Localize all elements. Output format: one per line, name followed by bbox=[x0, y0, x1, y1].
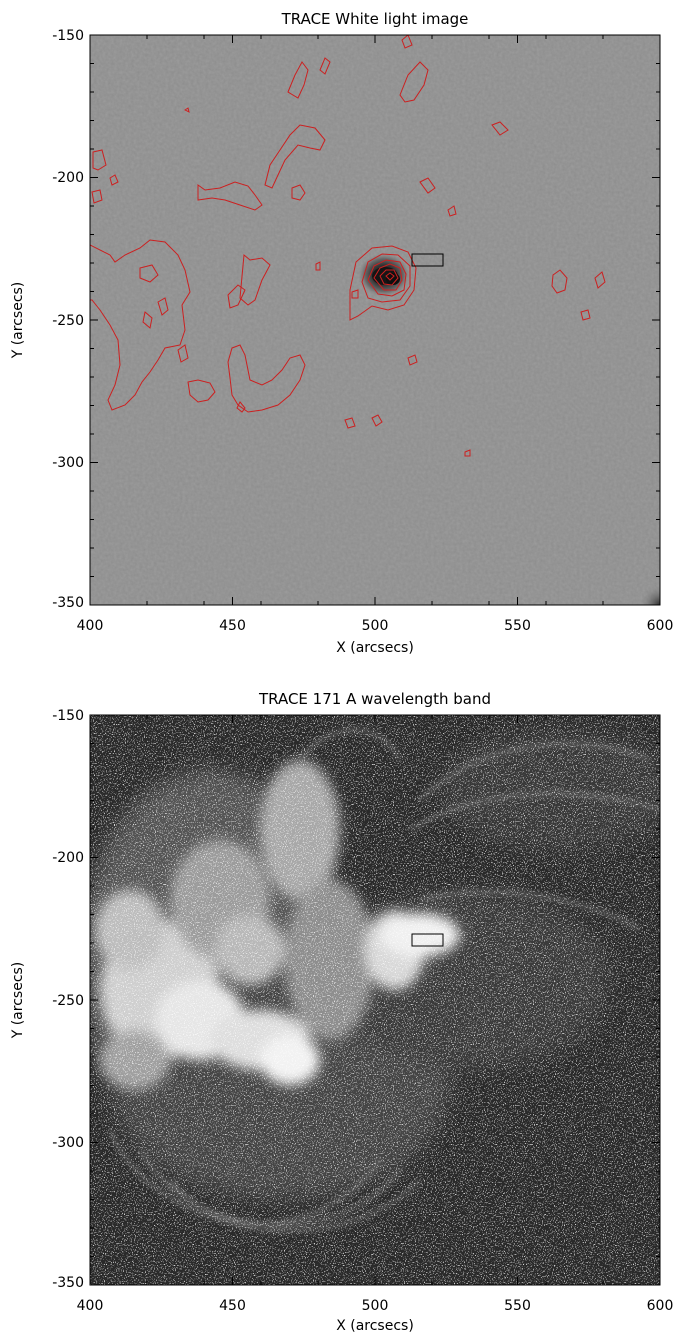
y-tick-label: -200 bbox=[52, 170, 84, 186]
x-tick-label: 450 bbox=[219, 1298, 246, 1314]
region-box bbox=[411, 933, 444, 947]
y-tick-label: -250 bbox=[52, 313, 84, 329]
x-tick-label: 600 bbox=[647, 1298, 674, 1314]
y-tick-label: -150 bbox=[52, 708, 84, 724]
x-tick-labels: 400 450 500 550 600 bbox=[77, 618, 674, 634]
x-axis-label: X (arcsecs) bbox=[336, 1318, 414, 1334]
x-tick-label: 550 bbox=[504, 618, 531, 634]
panel-title: TRACE 171 A wavelength band bbox=[258, 690, 491, 708]
white-light-image bbox=[90, 35, 660, 605]
axis-ticks bbox=[89, 714, 661, 1286]
magnetic-contours bbox=[90, 35, 606, 457]
y-tick-label: -300 bbox=[52, 1135, 84, 1151]
x-tick-label: 450 bbox=[219, 618, 246, 634]
panel-title: TRACE White light image bbox=[281, 10, 469, 28]
region-box bbox=[411, 253, 444, 267]
x-tick-label: 400 bbox=[77, 1298, 104, 1314]
x-tick-label: 600 bbox=[647, 618, 674, 634]
axis-ticks bbox=[89, 34, 661, 606]
panel-white-light: TRACE White light image bbox=[10, 10, 673, 656]
x-tick-labels: 400 450 500 550 600 bbox=[77, 1298, 674, 1314]
x-axis-label: X (arcsecs) bbox=[336, 640, 414, 656]
x-tick-label: 500 bbox=[362, 1298, 389, 1314]
panel-euv-171: TRACE 171 A wavelength band bbox=[10, 690, 674, 1334]
y-tick-label: -250 bbox=[52, 993, 84, 1009]
y-tick-labels: -150 -200 -250 -300 -350 bbox=[52, 708, 84, 1291]
x-tick-label: 500 bbox=[362, 618, 389, 634]
x-tick-label: 550 bbox=[504, 1298, 531, 1314]
y-tick-label: -200 bbox=[52, 850, 84, 866]
y-tick-label: -150 bbox=[52, 28, 84, 44]
y-tick-labels: -150 -200 -250 -300 -350 bbox=[52, 28, 84, 611]
y-axis-label: Y (arcsecs) bbox=[10, 282, 26, 360]
y-tick-label: -350 bbox=[52, 595, 84, 611]
euv-image bbox=[90, 715, 660, 1285]
y-axis-label: Y (arcsecs) bbox=[10, 962, 26, 1040]
x-tick-label: 400 bbox=[77, 618, 104, 634]
y-tick-label: -300 bbox=[52, 455, 84, 471]
y-tick-label: -350 bbox=[52, 1275, 84, 1291]
